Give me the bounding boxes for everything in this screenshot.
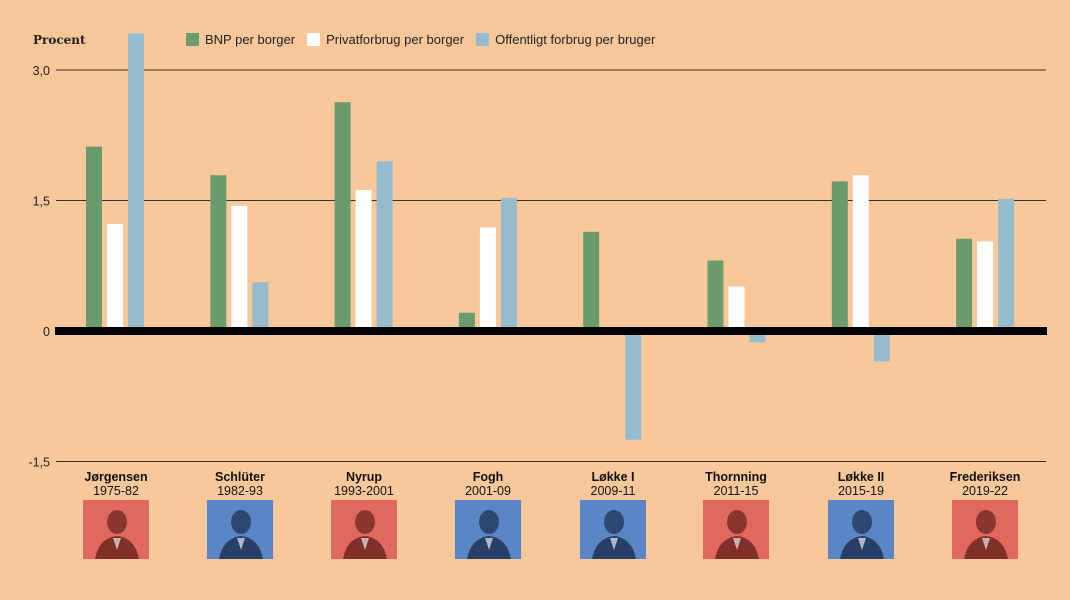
bar-bnp: [334, 102, 351, 331]
bar-offentligt: [873, 331, 890, 362]
leader-name: Schlüter: [214, 470, 265, 484]
legend-label-privatforbrug: Privatforbrug per borger: [326, 32, 465, 47]
leader-years: 2009-11: [590, 484, 636, 498]
bar-privatforbrug: [728, 286, 745, 331]
leader-years: 1975-82: [93, 484, 139, 498]
bar-bnp: [458, 312, 475, 331]
leader-name: Løkke I: [591, 470, 635, 484]
legend-item-privatforbrug: Privatforbrug per borger: [307, 32, 464, 47]
leader-name: Nyrup: [345, 470, 383, 484]
leader-photo: [331, 500, 397, 559]
leader-label: Schlüter 1982-93: [180, 470, 300, 498]
legend-swatch-bnp: [186, 33, 199, 46]
bar-privatforbrug: [355, 190, 372, 331]
y-tick-label: -1,5: [28, 456, 50, 470]
bar-bnp: [831, 181, 848, 331]
leader-name: Løkke II: [837, 470, 885, 484]
zero-baseline: [55, 327, 1047, 335]
leader-label: Løkke II 2015-19: [801, 470, 921, 498]
bar-offentligt: [749, 331, 766, 343]
bar-bnp: [956, 238, 973, 331]
bar-bnp: [707, 260, 724, 331]
leader-years: 2015-19: [838, 484, 884, 498]
bar-privatforbrug: [852, 175, 869, 331]
leader-photo: [703, 500, 769, 559]
bar-privatforbrug: [977, 241, 994, 331]
leader-years: 2001-09: [465, 484, 511, 498]
legend: BNP per borger Privatforbrug per borger …: [186, 32, 667, 47]
leader-name: Thornning: [705, 470, 767, 484]
legend-item-offentligt: Offentligt forbrug per bruger: [476, 32, 655, 47]
leader-years: 1982-93: [217, 484, 263, 498]
y-axis-title: Procent: [33, 33, 86, 47]
leader-years: 1993-2001: [334, 484, 394, 498]
leader-photo: [455, 500, 521, 559]
y-tick-label: 0: [43, 325, 50, 339]
leader-name: Frederiksen: [949, 470, 1021, 484]
bar-offentligt: [500, 197, 517, 331]
bar-bnp: [583, 231, 600, 331]
leader-label: Jørgensen 1975-82: [56, 470, 176, 498]
y-tick-label: 3,0: [33, 64, 50, 78]
legend-item-bnp: BNP per borger: [186, 32, 295, 47]
legend-label-bnp: BNP per borger: [205, 32, 296, 47]
bar-offentligt: [252, 282, 269, 331]
leader-photo: [83, 500, 149, 559]
bar-offentligt: [128, 33, 144, 332]
bar-privatforbrug: [231, 205, 248, 331]
leader-label: Fogh 2001-09: [428, 470, 548, 498]
legend-label-offentligt: Offentligt forbrug per bruger: [495, 32, 656, 47]
leader-label: Frederiksen 2019-22: [925, 470, 1045, 498]
leader-photo: [580, 500, 646, 559]
y-tick-label: 1,5: [33, 195, 50, 209]
leader-years: 2019-22: [962, 484, 1008, 498]
bar-privatforbrug: [107, 223, 123, 331]
bar-offentligt: [625, 331, 642, 440]
legend-swatch-privatforbrug: [307, 33, 321, 46]
leader-label: Thornning 2011-15: [676, 470, 796, 498]
bar-bnp: [210, 175, 227, 331]
leader-name: Fogh: [472, 470, 504, 484]
legend-swatch-offentligt: [476, 33, 490, 46]
bar-offentligt: [998, 198, 1015, 331]
leader-years: 2011-15: [713, 484, 759, 498]
leader-name: Jørgensen: [84, 470, 148, 484]
leader-photo: [828, 500, 894, 559]
bar-bnp: [86, 146, 102, 331]
leader-label: Løkke I 2009-11: [553, 470, 673, 498]
leader-photo: [952, 500, 1018, 559]
bar-privatforbrug: [479, 227, 496, 331]
bar-offentligt: [376, 161, 393, 331]
leader-photo: [207, 500, 273, 559]
leader-label: Nyrup 1993-2001: [304, 470, 424, 498]
